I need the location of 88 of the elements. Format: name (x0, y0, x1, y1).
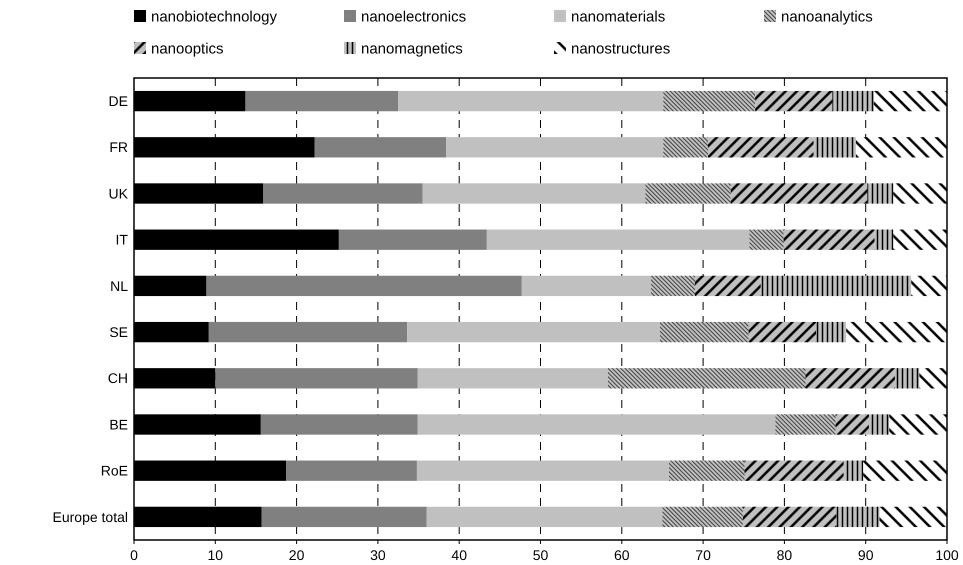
legend-label: nanooptics (151, 40, 224, 58)
x-tick-label: 100 (935, 547, 959, 563)
bar (426, 506, 662, 528)
bar (744, 460, 844, 481)
y-tick-label: RoE (100, 462, 128, 479)
bar (868, 414, 890, 435)
bar (874, 230, 894, 250)
bar (749, 230, 784, 250)
bar (418, 368, 608, 388)
bar (407, 322, 660, 342)
y-tick-label: DE (108, 93, 128, 109)
bar (208, 322, 408, 342)
bar (836, 506, 880, 528)
bar (846, 322, 947, 342)
bar (608, 368, 806, 388)
bar (422, 183, 646, 204)
legend-label: nanomagnetics (361, 40, 463, 58)
bar (645, 183, 731, 204)
legend-label: nanomaterials (571, 8, 666, 26)
legend-label: nanostructures (571, 40, 670, 58)
bar (215, 368, 418, 388)
bar (816, 322, 846, 342)
bar (662, 506, 743, 528)
bar (889, 414, 947, 435)
bar (742, 506, 836, 528)
bar (893, 230, 947, 250)
y-tick-label: FR (109, 139, 128, 156)
bar (919, 368, 947, 388)
bar (836, 414, 869, 435)
x-tick-label: 40 (451, 547, 468, 563)
x-tick-label: 70 (695, 547, 712, 563)
x-tick-label: 80 (776, 547, 792, 563)
bar (856, 137, 947, 158)
x-tick-label: 60 (614, 547, 630, 563)
y-tick-label: CH (108, 370, 128, 386)
y-tick-label: UK (108, 185, 129, 202)
bar (338, 230, 487, 250)
x-tick-label: 0 (130, 547, 138, 563)
legend-label: nanobiotechnology (151, 8, 278, 26)
bar (262, 506, 427, 528)
bar (880, 506, 947, 528)
bar (708, 137, 814, 158)
bar (760, 276, 912, 296)
bar (894, 368, 920, 388)
bar (486, 230, 750, 250)
bar (867, 183, 894, 204)
bar (398, 90, 664, 112)
bar (874, 90, 947, 112)
bar (446, 137, 664, 158)
bar (418, 414, 776, 435)
bar (814, 137, 856, 158)
y-tick-label: SE (109, 324, 128, 340)
y-tick-label: Europe total (52, 508, 128, 525)
bar (775, 414, 836, 435)
legend-label: nanoanalytics (781, 8, 873, 26)
bar (806, 368, 895, 388)
bar (668, 460, 745, 481)
x-tick-label: 30 (370, 547, 386, 563)
x-tick-label: 50 (532, 547, 548, 563)
bar (260, 414, 418, 435)
bar (730, 183, 868, 204)
bar (748, 322, 816, 342)
bar (206, 276, 522, 296)
x-tick-label: 90 (858, 547, 874, 563)
y-tick-label: NL (110, 278, 128, 294)
bar (263, 183, 423, 204)
bar (314, 137, 446, 158)
bar (651, 276, 695, 296)
bar (784, 230, 875, 250)
bar (911, 276, 947, 296)
bar (663, 137, 708, 158)
y-tick-label: IT (116, 232, 128, 248)
bar (663, 90, 756, 112)
bar (863, 460, 947, 481)
bar (286, 460, 417, 481)
bar (416, 460, 669, 481)
bar (832, 90, 874, 112)
bar (660, 322, 749, 342)
bar (245, 90, 398, 112)
y-tick-label: BE (109, 416, 128, 432)
x-tick-label: 10 (208, 547, 224, 563)
bar (755, 90, 832, 112)
bar (844, 460, 864, 481)
x-tick-label: 20 (288, 547, 305, 563)
legend-label: nanoelectronics (361, 8, 466, 26)
bar (893, 183, 947, 204)
bar (694, 276, 761, 296)
bar (522, 276, 652, 296)
